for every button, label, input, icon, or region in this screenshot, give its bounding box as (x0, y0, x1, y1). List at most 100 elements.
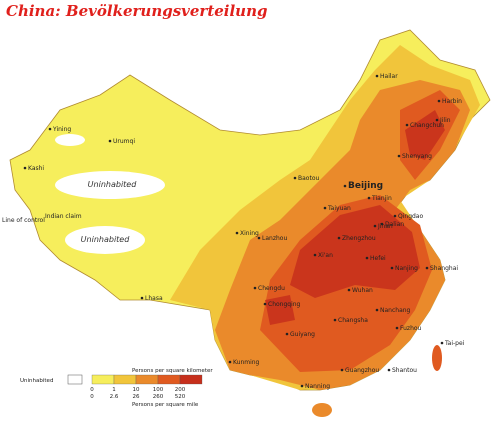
legend-km-tick: 100 (153, 387, 164, 393)
city-label: Xining (240, 230, 259, 237)
city-dot (365, 256, 369, 260)
city-label: Shenyang (402, 153, 432, 160)
city-dot (108, 139, 112, 143)
city-label: Jilin (439, 117, 451, 124)
city-label: Fuzhou (400, 325, 422, 332)
city-label: Urumqi (113, 138, 135, 145)
city-dot (333, 318, 337, 322)
city-label: Guangzhou (345, 367, 379, 374)
city-label: Zhengzhou (342, 235, 376, 242)
city-dot (397, 154, 401, 158)
city-dot (395, 326, 399, 330)
legend-swatch (113, 374, 137, 385)
city-label: Lhasa (145, 295, 163, 302)
city-dot (437, 99, 441, 103)
city-dot (375, 74, 379, 78)
city-dot (375, 308, 379, 312)
uninhabited-label: Uninhabited (20, 378, 53, 384)
legend-km-tick: 1 (112, 387, 116, 393)
land (9, 29, 491, 417)
city-label: Yining (52, 126, 71, 133)
city-dot (300, 384, 304, 388)
uninhabited-swatch (67, 374, 83, 385)
legend-km-label: Persons per square kilometer (132, 368, 213, 374)
legend-mile-tick: 520 (175, 394, 186, 400)
uninhabited-dzungaria (55, 134, 85, 146)
city-label: Kunming (233, 359, 260, 366)
city-dot (48, 127, 52, 131)
city-dot (387, 368, 391, 372)
city-label: Nanning (305, 383, 330, 390)
city-dot (285, 332, 289, 336)
city-label: Hefei (370, 255, 386, 262)
city-dot (425, 266, 429, 270)
city-dot (373, 224, 377, 228)
border-note: Line of control (2, 217, 45, 224)
city-label: Shantou (392, 367, 417, 374)
region-label: Uninhabited (88, 180, 138, 189)
city-label: Hailar (380, 73, 398, 80)
border-note: Indian claim (45, 213, 82, 220)
city-dot (23, 166, 27, 170)
city-dot (380, 222, 384, 226)
legend-km-tick: 10 (133, 387, 140, 393)
city-dot (253, 286, 257, 290)
city-dot (257, 236, 261, 240)
city-label: Chengdu (258, 285, 285, 292)
city-label: Guiyang (290, 331, 315, 338)
city-label: Tai-pei (444, 340, 465, 347)
city-dot (405, 123, 409, 127)
legend-swatch (91, 374, 115, 385)
legend-swatch (135, 374, 159, 385)
legend-mile-tick: 2.6 (110, 394, 119, 400)
city-dot (235, 231, 239, 235)
legend-km-tick: 0 (90, 387, 94, 393)
city-label: Nanchang (380, 307, 411, 314)
city-dot (347, 288, 351, 292)
city-label: Xi'an (318, 252, 333, 259)
city-label: Lanzhou (262, 235, 287, 242)
city-label: Baotou (298, 175, 319, 182)
legend-km-tick: 200 (175, 387, 186, 393)
uninhabited-tarim (55, 171, 165, 199)
legend-swatch (179, 374, 203, 385)
city-label: Dalian (385, 221, 404, 228)
legend-mile-tick: 0 (90, 394, 94, 400)
city-label: Tianjin (371, 195, 392, 202)
city-label: Taiyuan (327, 205, 351, 212)
city-label: Chongqing (268, 301, 301, 308)
taiwan (432, 345, 442, 371)
city-dot (440, 341, 444, 345)
city-dot (340, 368, 344, 372)
city-label: Qingdao (398, 213, 423, 220)
city-dot (323, 206, 327, 210)
city-dot (393, 214, 397, 218)
city-dot (337, 236, 341, 240)
legend-swatch (157, 374, 181, 385)
density-top (265, 110, 445, 325)
hainan (312, 403, 332, 417)
city-label: Changchun (410, 122, 444, 129)
legend: Persons per square kilometer Uninhabited 0… (20, 368, 213, 408)
region-label: Uninhabited (81, 235, 131, 244)
city-label: Nanjing (395, 265, 418, 272)
city-label: Kashi (28, 165, 44, 172)
city-label: Harbin (442, 98, 462, 105)
city-dot (228, 360, 232, 364)
legend-mile-tick: 260 (153, 394, 164, 400)
legend-mile-tick: 26 (133, 394, 140, 400)
city-dot (293, 176, 297, 180)
title: China: Bevölkerungsverteilung (6, 2, 267, 20)
city-label: Changsha (338, 317, 368, 324)
city-dot (263, 302, 267, 306)
city-dot (435, 118, 439, 122)
city-dot (343, 184, 347, 188)
city-dot (313, 253, 317, 257)
legend-mile-label: Persons per square mile (132, 402, 199, 408)
city-dot (390, 266, 394, 270)
city-label: Wuhan (352, 287, 373, 294)
city-label: Jinan (377, 223, 393, 230)
city-label: Beijing (348, 181, 383, 191)
